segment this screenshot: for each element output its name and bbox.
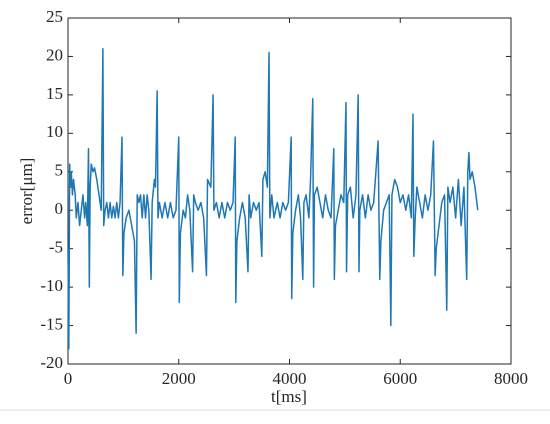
y-tick-label: 10 <box>46 122 63 141</box>
y-tick-label: -5 <box>49 238 63 257</box>
x-axis-label: t[ms] <box>271 387 307 406</box>
x-tick-label: 4000 <box>273 369 307 388</box>
y-tick-label: 25 <box>46 7 63 26</box>
x-tick-label: 6000 <box>383 369 417 388</box>
x-tick-label: 2000 <box>162 369 196 388</box>
y-tick-label: 15 <box>46 84 63 103</box>
y-tick-label: 5 <box>55 161 64 180</box>
y-tick-label: -10 <box>40 276 63 295</box>
data-line <box>67 48 479 350</box>
y-axis-label: error[μm] <box>17 158 36 225</box>
x-tick-label: 0 <box>64 369 73 388</box>
y-tick-label: 0 <box>55 199 64 218</box>
y-tick-label: -15 <box>40 314 63 333</box>
y-tick-label: -20 <box>40 353 63 372</box>
x-tick-label: 8000 <box>494 369 528 388</box>
y-tick-label: 20 <box>46 45 63 64</box>
